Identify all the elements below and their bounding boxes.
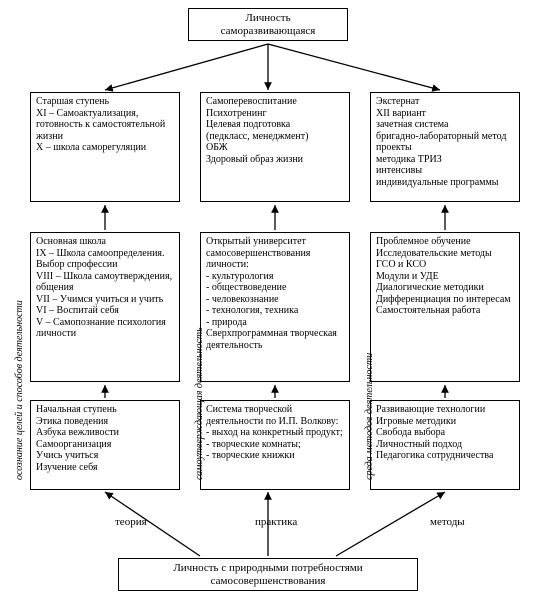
cell-right-1: Проблемное обучение Исследовательские ме… bbox=[370, 232, 520, 382]
cell-mid-1: Открытый университет самосовершенствован… bbox=[200, 232, 350, 382]
cell-left-2: Начальная ступень Этика поведения Азбука… bbox=[30, 400, 180, 490]
bottom-title: Личность с природными потребностями само… bbox=[173, 562, 362, 587]
cell-text: Экстернат XII вариант зачетная система б… bbox=[376, 96, 506, 188]
side-label-middle: самоутверждающая деятельность bbox=[194, 327, 205, 480]
cell-mid-2: Система творческой деятельности по И.П. … bbox=[200, 400, 350, 490]
cell-left-0: Старшая ступень XI – Самоактуализация, г… bbox=[30, 92, 180, 202]
top-title: Личность саморазвивающаяся bbox=[221, 12, 316, 37]
cell-text: Самоперевоспитание Психотренинг Целевая … bbox=[206, 96, 308, 165]
bottom-title-box: Личность с природными потребностями само… bbox=[118, 558, 418, 591]
top-title-box: Личность саморазвивающаяся bbox=[188, 8, 348, 41]
side-label-right: среда методов деятельности bbox=[364, 353, 375, 480]
bottom-label-right: методы bbox=[430, 516, 465, 528]
cell-left-1: Основная школа IX – Школа самоопределени… bbox=[30, 232, 180, 382]
cell-text: Основная школа IX – Школа самоопределени… bbox=[36, 236, 172, 339]
bottom-label-left: теория bbox=[115, 516, 147, 528]
cell-right-2: Развивающие технологии Игровые методики … bbox=[370, 400, 520, 490]
bottom-label-middle: практика bbox=[255, 516, 297, 528]
cell-text: Начальная ступень Этика поведения Азбука… bbox=[36, 404, 119, 473]
cell-text: Старшая ступень XI – Самоактуализация, г… bbox=[36, 96, 165, 153]
cell-mid-0: Самоперевоспитание Психотренинг Целевая … bbox=[200, 92, 350, 202]
cell-text: Проблемное обучение Исследовательские ме… bbox=[376, 236, 511, 316]
cell-right-0: Экстернат XII вариант зачетная система б… bbox=[370, 92, 520, 202]
cell-text: Открытый университет самосовершенствован… bbox=[206, 236, 337, 351]
cell-text: Система творческой деятельности по И.П. … bbox=[206, 404, 343, 461]
side-label-left: осознание целей и способов деятельности bbox=[14, 300, 25, 480]
cell-text: Развивающие технологии Игровые методики … bbox=[376, 404, 493, 461]
